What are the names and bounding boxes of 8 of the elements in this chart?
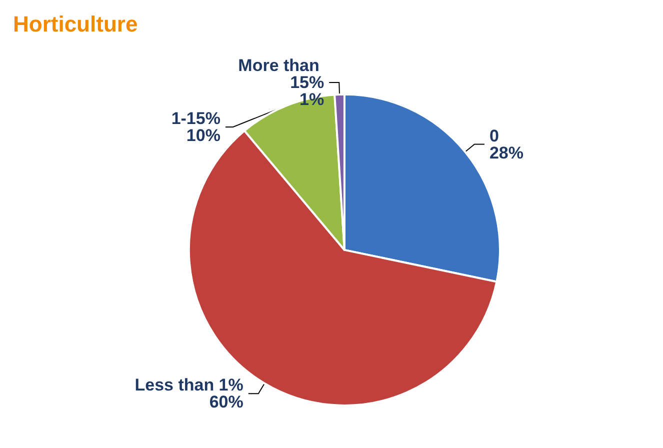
slice-label: Less than 1% [134, 376, 244, 395]
data-label: 10% [186, 126, 220, 145]
chart-title: Horticulture [13, 12, 138, 36]
data-label: 28% [489, 143, 524, 162]
slice-label: More than 15% [238, 56, 324, 92]
data-label: 60% [209, 392, 244, 412]
slice-label: 0 [489, 126, 499, 146]
slice-label: 1-15% [171, 108, 220, 128]
